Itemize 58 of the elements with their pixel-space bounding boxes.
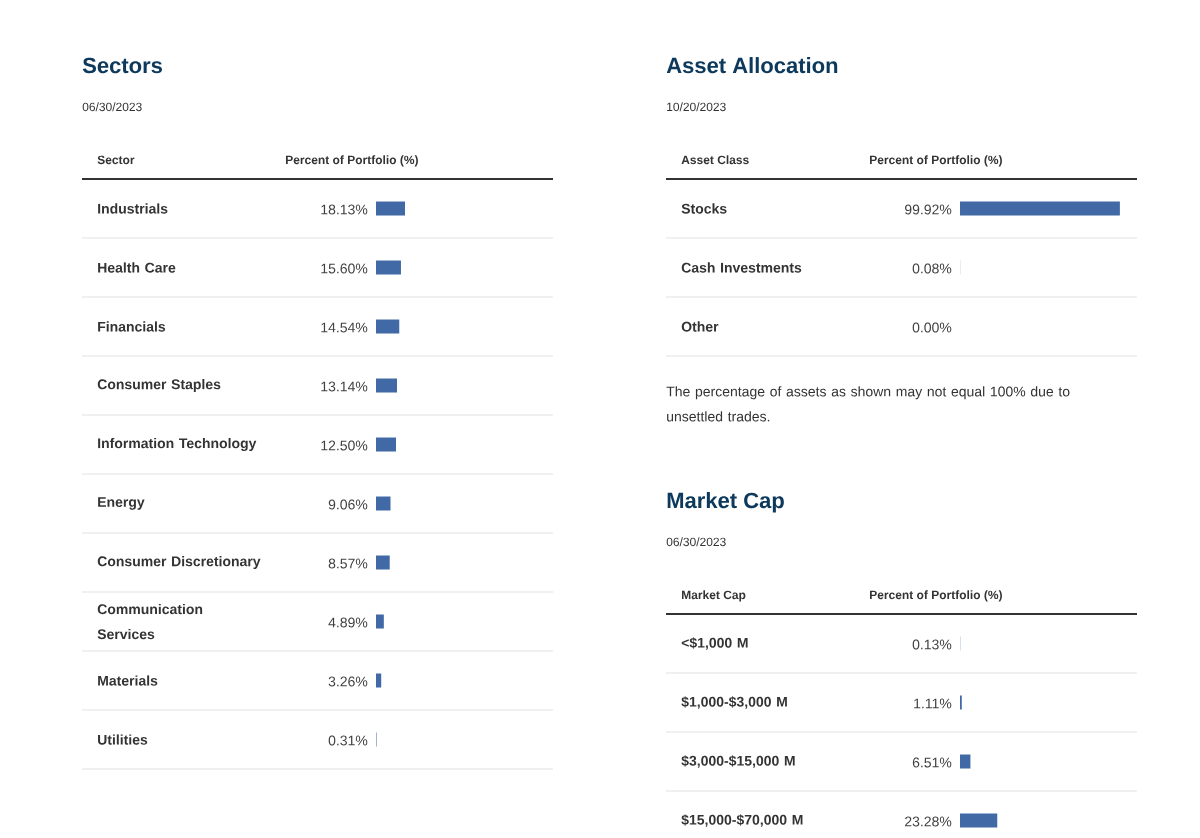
text: Asset Allocation (666, 57, 838, 74)
y-axis-title: Asset Class (681, 155, 749, 165)
y-tick-label: $3,000-$15,000 M (681, 755, 795, 768)
y-tick-label: Information Technology (98, 437, 257, 452)
bar (376, 260, 401, 275)
y-tick-label: Industrials (98, 203, 168, 214)
bar (376, 378, 398, 393)
data-label: 0.00% (912, 322, 952, 333)
x-axis-title: Percent of Portfolio (%) (870, 155, 1002, 167)
x-axis-title: Percent of Portfolio (%) (286, 155, 418, 167)
y-tick-label: $15,000-$70,000 M (681, 814, 803, 827)
bar (376, 201, 406, 216)
data-label: 15.60% (321, 263, 368, 274)
data-label: 18.13% (321, 204, 368, 215)
text: 10/20/2023 (667, 102, 726, 112)
y-tick-label: Consumer Discretionary (97, 555, 261, 570)
data-label: 99.92% (904, 204, 952, 215)
x-axis-title: Percent of Portfolio (%) (870, 590, 1002, 602)
y-tick-label: Other (681, 321, 719, 332)
y-tick-label: Financials (98, 321, 166, 332)
bar (376, 496, 391, 511)
data-label: 12.50% (321, 440, 368, 451)
data-label: 0.13% (912, 639, 952, 650)
text: 06/30/2023 (666, 537, 726, 547)
y-axis-title: Market Cap (682, 590, 746, 602)
y-tick-label: Consumer Staples (97, 378, 221, 393)
y-tick-label: <$1,000 M (681, 637, 748, 650)
text: Sectors (82, 57, 162, 74)
data-label: 0.31% (328, 735, 368, 746)
data-label: 3.26% (328, 676, 368, 687)
y-tick-label: Materials (98, 675, 158, 686)
data-label: 1.11% (914, 698, 952, 709)
y-tick-label: Utilities (98, 734, 148, 745)
data-label: 8.57% (328, 558, 368, 569)
y-tick-label: Health Care (98, 262, 176, 273)
data-label: 4.89% (328, 617, 368, 628)
data-label: 0.08% (912, 263, 952, 274)
y-tick-label: Stocks (681, 203, 727, 214)
bar (376, 319, 400, 334)
y-axis-title: Sector (97, 155, 135, 165)
y-tick-label: Communication Services (97, 603, 203, 640)
y-tick-label: Energy (98, 497, 145, 510)
bar (376, 555, 390, 570)
bar (376, 614, 384, 629)
bar (376, 673, 382, 688)
text: Market Cap (667, 492, 784, 513)
data-label: 14.54% (321, 322, 368, 333)
bar (960, 754, 971, 769)
text: The percentage of assets as shown may not equal 100% due to unsettled trades. (666, 386, 1070, 422)
data-label: 13.14% (321, 381, 368, 392)
data-label: 9.06% (328, 499, 368, 510)
data-label: 23.28% (905, 816, 952, 827)
data-label: 6.51% (912, 757, 952, 768)
text: 06/30/2023 (82, 102, 142, 112)
bar (376, 437, 396, 452)
y-tick-label: $1,000-$3,000 M (681, 696, 787, 709)
y-tick-label: Cash Investments (681, 262, 802, 273)
bar (960, 813, 998, 828)
